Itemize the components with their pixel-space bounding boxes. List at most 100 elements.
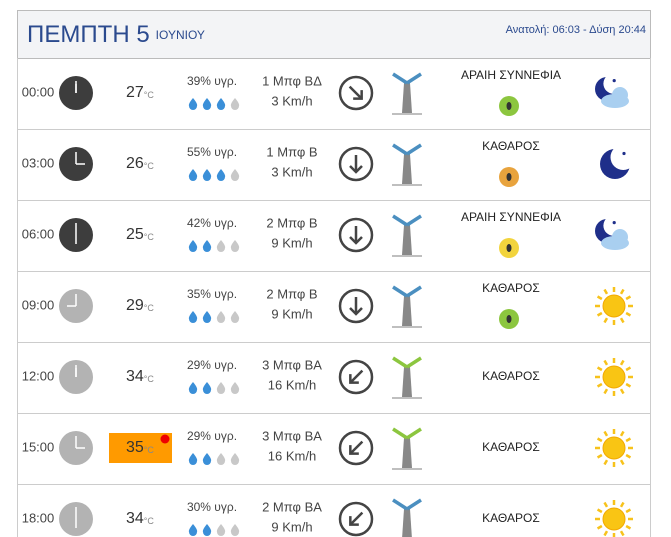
wind-force: 2 Μπφ Β	[266, 215, 317, 230]
wind-speed: 16 Km/h	[268, 448, 316, 463]
sun-ray	[619, 530, 625, 537]
turbine-pole	[402, 509, 412, 537]
humidity-drop	[188, 169, 198, 181]
temp-unit: °C	[144, 374, 155, 384]
temperature: 26°C	[126, 155, 154, 172]
humidity-drop	[216, 240, 226, 252]
temperature: 25°C	[126, 226, 154, 243]
header-bar	[17, 10, 651, 59]
humidity-drop	[202, 240, 212, 252]
temperature: 34°C	[126, 510, 154, 527]
forecast-row: 00:00 27°C 39% υγρ. 1 Μπφ ΒΔ 3 Km/h ΑΡΑΙΗ ΣΥΝ…	[22, 68, 629, 116]
sun-ray	[603, 501, 609, 508]
turbine-blade	[392, 356, 408, 369]
humidity-drop	[202, 382, 212, 394]
forecast-row: 15:00 35°C 29% υγρ. 3 Μπφ ΒΑ 16 Km/h ΚΑΘΑΡΟΣ	[17, 413, 651, 470]
sun-ray	[596, 295, 603, 301]
humidity-drop	[230, 524, 240, 536]
arrow-head	[349, 307, 363, 316]
arrow-body	[349, 369, 364, 384]
moon-cut	[610, 144, 636, 170]
insect	[506, 173, 512, 181]
wind-arrow	[338, 430, 374, 466]
arrow-shaft	[348, 85, 363, 100]
sun-ray	[603, 388, 609, 395]
cloud	[612, 87, 628, 103]
time: 06:00	[22, 226, 55, 241]
wind-speed: 9 Km/h	[271, 519, 312, 534]
humidity-drop	[216, 524, 226, 536]
humidity-drop	[188, 311, 198, 323]
weather-icon	[595, 287, 633, 325]
humidity-drop	[216, 453, 226, 465]
arrow-ring	[338, 146, 374, 182]
sun-disc	[602, 294, 626, 318]
time: 15:00	[22, 439, 55, 454]
forecast-row: 03:00 26°C 55% υγρ. 1 Μπφ Β 3 Km/h ΚΑΘΑΡΟΣ	[17, 129, 651, 187]
star	[612, 79, 616, 83]
wind-arrow	[338, 501, 374, 537]
arrow-head	[349, 165, 363, 174]
humidity-drop	[230, 169, 240, 181]
sky-description: ΚΑΘΑΡΟΣ	[482, 511, 540, 525]
arrow-ring	[338, 359, 374, 395]
arrow-body	[349, 440, 364, 455]
weather-icon	[595, 358, 633, 396]
arrow-body	[348, 85, 363, 100]
arrow-body	[349, 155, 363, 174]
turbine-blade	[406, 427, 422, 440]
turbine-pole	[402, 83, 412, 113]
temp-value: 26	[126, 155, 144, 172]
time: 03:00	[22, 155, 55, 170]
temperature: 29°C	[126, 297, 154, 314]
arrow-body	[349, 297, 363, 316]
wind-force: 1 Μπφ ΒΔ	[262, 73, 322, 88]
sun-ray	[603, 459, 609, 466]
sun-times: Ανατολή: 06:03 - Δύση 20:44	[506, 24, 646, 36]
month: ΙΟΥΝΙΟΥ	[156, 28, 205, 42]
arrow-head	[353, 90, 363, 100]
time: 18:00	[22, 510, 55, 525]
sun-disc	[602, 507, 626, 531]
humidity-drop	[216, 382, 226, 394]
sun-ray	[619, 359, 625, 366]
turbine-pole	[402, 225, 412, 255]
arrow-body	[349, 226, 363, 245]
wind-force: 3 Μπφ ΒΑ	[262, 428, 322, 443]
wind-force: 2 Μπφ Β	[266, 286, 317, 301]
humidity-drop	[230, 311, 240, 323]
weather-icon	[595, 500, 633, 537]
temperature: 27°C	[126, 84, 154, 101]
forecast-row: 12:00 34°C 29% υγρ. 3 Μπφ ΒΑ 16 Km/h ΚΑΘΑΡΟΣ	[17, 342, 651, 399]
day-title: ΠΕΜΠΤΗ 5 ΙΟΥΝΙΟΥ	[27, 21, 205, 48]
turbine-pole	[402, 438, 412, 468]
sun-ray	[596, 524, 603, 530]
arrow-body	[349, 511, 364, 526]
humidity: 35% υγρ.	[187, 287, 237, 301]
sun-disc	[602, 365, 626, 389]
sun-ray	[603, 359, 609, 366]
day: ΠΕΜΠΤΗ 5	[27, 21, 150, 48]
sun-ray	[625, 366, 632, 372]
temp-value: 27	[126, 84, 144, 101]
alert-dot	[160, 434, 170, 444]
turbine-blade	[392, 427, 408, 440]
sun-ray	[596, 311, 603, 317]
sky-description: ΑΡΑΙΗ ΣΥΝΝΕΦΙΑ	[461, 210, 561, 224]
humidity-drop	[188, 524, 198, 536]
forecast-row: 09:00 29°C 35% υγρ. 2 Μπφ Β 9 Km/h ΚΑΘΑΡΟΣ	[17, 271, 651, 329]
humidity: 42% υγρ.	[187, 216, 237, 230]
humidity-drop	[188, 98, 198, 110]
humidity-drop	[230, 453, 240, 465]
humidity: 39% υγρ.	[187, 74, 237, 88]
weather-icon	[600, 144, 636, 179]
temp-unit: °C	[144, 90, 155, 100]
temp-value: 29	[126, 297, 144, 314]
temp-value: 25	[126, 226, 144, 243]
turbine-blade	[392, 214, 408, 227]
temp-unit: °C	[144, 161, 155, 171]
forecast-row: 06:00 25°C 42% υγρ. 2 Μπφ Β 9 Km/h ΑΡΑΙΗ ΣΥΝΝ…	[17, 200, 651, 258]
turbine-pole	[402, 296, 412, 326]
humidity-drop	[202, 169, 212, 181]
